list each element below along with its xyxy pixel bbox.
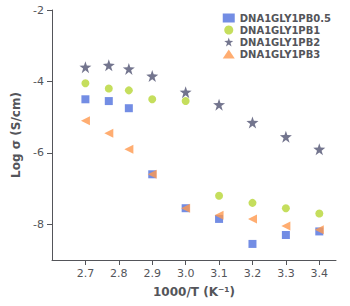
svg-text:3.3: 3.3: [277, 267, 295, 280]
svg-text:Log σ (S/cm): Log σ (S/cm): [9, 92, 23, 178]
svg-text:-2: -2: [33, 4, 44, 17]
svg-text:1000/T (K⁻¹): 1000/T (K⁻¹): [153, 285, 235, 299]
svg-text:3.2: 3.2: [244, 267, 261, 280]
svg-text:3.4: 3.4: [311, 267, 329, 280]
svg-text:2.8: 2.8: [110, 267, 128, 280]
svg-text:DNA1GLY1PB2: DNA1GLY1PB2: [240, 37, 321, 48]
svg-text:DNA1GLY1PB3: DNA1GLY1PB3: [240, 49, 321, 60]
svg-text:3.1: 3.1: [210, 267, 228, 280]
svg-text:-8: -8: [33, 218, 44, 231]
svg-text:2.9: 2.9: [143, 267, 161, 280]
svg-text:DNA1GLY1PB0.5: DNA1GLY1PB0.5: [240, 13, 331, 24]
svg-text:DNA1GLY1PB1: DNA1GLY1PB1: [240, 25, 321, 36]
svg-text:-4: -4: [33, 75, 44, 88]
svg-text:3.0: 3.0: [177, 267, 195, 280]
svg-text:-6: -6: [33, 146, 44, 159]
svg-text:2.7: 2.7: [77, 267, 95, 280]
